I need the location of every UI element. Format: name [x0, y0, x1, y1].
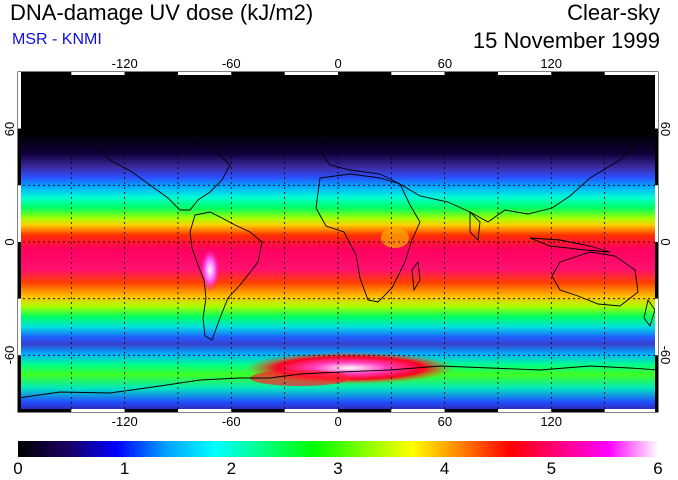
madagascar-coast: [411, 260, 421, 292]
lat-lon-grid: [18, 72, 658, 412]
lon-tick-label: -60: [221, 56, 241, 71]
frame-bar: [444, 72, 498, 75]
lon-tick-label: -120: [111, 414, 138, 429]
frame-bar: [498, 409, 552, 412]
frame-bar: [444, 409, 498, 412]
frame-bar: [18, 242, 21, 299]
antarctica-coast: [18, 365, 658, 399]
frame-bar: [18, 298, 21, 356]
frame-bar: [338, 72, 392, 75]
frame-bar: [655, 242, 658, 299]
frame-bar: [391, 409, 445, 412]
lat-tick-label: 0: [2, 238, 17, 246]
lon-tick-label: 120: [540, 56, 563, 71]
frame-bar: [391, 72, 445, 75]
lat-tick-label: 0: [658, 238, 673, 246]
lat-tick-label: -60: [2, 345, 17, 365]
lat-tick-label: -60: [658, 345, 673, 365]
north-america-coast: [87, 127, 231, 211]
colorbar: [18, 441, 658, 457]
lon-tick-label: 0: [334, 56, 342, 71]
eurasia-coast: [317, 111, 641, 223]
frame-bar: [71, 409, 125, 412]
frame-bar: [655, 128, 658, 186]
lon-tick-label: -60: [221, 414, 241, 429]
coastlines: [18, 95, 658, 399]
frame-tick-marks: [18, 72, 658, 412]
frame-bar: [18, 355, 21, 412]
sky-condition: Clear-sky: [567, 0, 660, 25]
lon-tick-label: 60: [437, 56, 453, 71]
colorbar-tick-label: 1: [119, 459, 130, 478]
india-coast: [469, 210, 481, 241]
andes-high-dose-region: [200, 248, 220, 292]
frame-bar: [551, 72, 605, 75]
frame-bar: [655, 185, 658, 242]
frame-bar: [498, 72, 552, 75]
map-title: DNA-damage UV dose (kJ/m2): [10, 0, 314, 25]
frame-bar: [124, 72, 178, 75]
frame-bar: [18, 185, 21, 242]
lon-tick-label: -120: [111, 56, 138, 71]
lon-tick-label: 60: [437, 414, 453, 429]
lat-tick-label: 60: [2, 121, 17, 136]
colorbar-tick-label: 6: [653, 459, 663, 478]
colorbar-tick-label: 2: [226, 459, 237, 478]
indonesia-coast: [529, 237, 611, 253]
lon-tick-label: 0: [334, 414, 342, 429]
colorbar-tick-label: 5: [546, 459, 557, 478]
frame-bar: [338, 409, 392, 412]
frame-bar: [604, 72, 658, 75]
lon-tick-label: 120: [540, 414, 563, 429]
source-label: MSR - KNMI: [12, 31, 102, 48]
frame-bar: [18, 128, 21, 186]
frame-bar: [655, 72, 658, 129]
frame-bar: [655, 355, 658, 412]
frame-bar: [124, 409, 178, 412]
frame-bar: [18, 72, 21, 129]
frame-bar: [18, 409, 72, 412]
greenland-coast: [244, 95, 301, 139]
frame-bar: [655, 298, 658, 356]
africa-coast: [315, 173, 421, 303]
frame-bar: [551, 409, 605, 412]
frame-bar: [284, 409, 338, 412]
frame-bar: [178, 72, 232, 75]
australia-coast: [551, 251, 639, 307]
frame-bar: [18, 72, 72, 75]
frame-bar: [604, 409, 658, 412]
frame-bar: [231, 409, 285, 412]
frame-bar: [231, 72, 285, 75]
frame-bar: [284, 72, 338, 75]
map-date: 15 November 1999: [472, 28, 660, 53]
lat-tick-label: 60: [658, 121, 673, 136]
frame-bar: [71, 72, 125, 75]
colorbar-tick-label: 3: [333, 459, 343, 478]
colorbar-tick-label: 0: [13, 459, 23, 478]
colorbar-tick-label: 4: [439, 459, 450, 478]
south-america-coast: [189, 211, 263, 341]
new-zealand-coast: [643, 298, 656, 327]
frame-bar: [178, 409, 232, 412]
